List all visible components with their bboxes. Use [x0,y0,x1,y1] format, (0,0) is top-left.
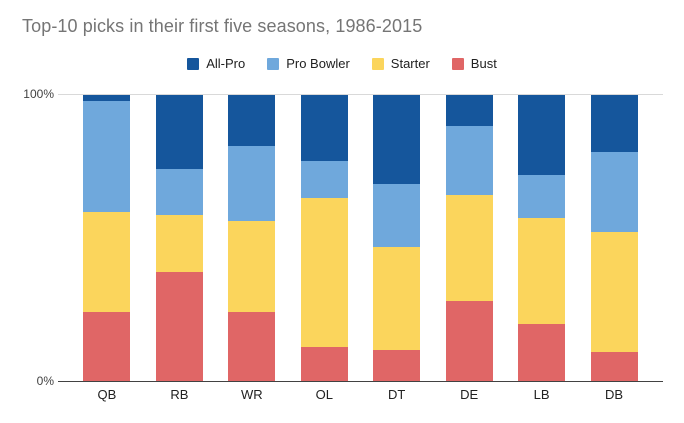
x-axis-label-rb: RB [170,387,189,402]
bar-de [445,95,493,381]
x-axis-label-de: DE [460,387,479,402]
bar-de-segment-bust [445,300,493,381]
bar-dt-segment-starter [373,246,421,350]
legend-label: Pro Bowler [286,56,350,71]
bar-qb-segment-all-pro [83,95,131,101]
legend-swatch-pro-bowler [267,57,280,70]
bar-ol-segment-starter [300,197,348,347]
x-axis-line [58,381,663,382]
bar-db-segment-pro-bowler [590,152,638,233]
bar-de-segment-starter [445,195,493,301]
bar-lb-segment-all-pro [518,95,566,176]
chart-title: Top-10 picks in their first five seasons… [22,16,423,36]
legend-item-bust: Bust [451,56,497,71]
bar-wr [228,95,276,381]
bar-rb-segment-bust [155,272,203,381]
legend-swatch-starter [371,57,384,70]
bar-dt [373,95,421,381]
bar-qb [83,95,131,381]
bar-wr-segment-bust [228,312,276,381]
bar-wr-segment-pro-bowler [228,146,276,221]
bar-db-segment-starter [590,232,638,353]
bar-db [590,95,638,381]
bar-lb-segment-starter [518,217,566,324]
x-axis-label-lb: LB [533,387,550,402]
legend-label: Bust [470,56,497,71]
legend-item-starter: Starter [371,56,430,71]
bar-wr-segment-starter [228,220,276,313]
legend-item-pro-bowler: Pro Bowler [267,56,350,71]
bar-db-segment-bust [590,352,638,381]
bar-dt-segment-bust [373,349,421,381]
bar-lb [518,95,566,381]
gridline-100pct [58,94,663,95]
legend-swatch-all-pro [187,57,200,70]
x-axis-label-ol: OL [315,387,333,402]
bar-db-segment-all-pro [590,95,638,153]
legend-swatch-bust [451,57,464,70]
bar-rb [155,95,203,381]
legend-item-all-pro: All-Pro [187,56,245,71]
legend-label: All-Pro [206,56,246,71]
bar-qb-segment-pro-bowler [83,100,131,213]
bar-ol [300,95,348,381]
bar-wr-segment-all-pro [228,95,276,147]
bar-dt-segment-all-pro [373,95,421,184]
x-axis-label-db: DB [604,387,624,402]
y-axis-label-0: 0% [36,374,54,388]
plot-area [58,95,663,381]
x-axis-label-wr: WR [240,387,263,402]
bar-rb-segment-pro-bowler [155,169,203,216]
x-axis-label-qb: QB [97,387,117,402]
bar-de-segment-pro-bowler [445,126,493,196]
bar-qb-segment-bust [83,312,131,381]
bar-ol-segment-all-pro [300,95,348,161]
bar-ol-segment-bust [300,346,348,381]
bar-ol-segment-pro-bowler [300,160,348,198]
y-axis-label-100: 100% [23,87,54,101]
bar-lb-segment-bust [518,323,566,381]
x-axis-labels: QB RB WR OL DT DE LB DB [58,387,663,402]
bar-lb-segment-pro-bowler [518,175,566,218]
legend-label: Starter [390,56,430,71]
bar-dt-segment-pro-bowler [373,183,421,247]
bar-de-segment-all-pro [445,95,493,127]
bar-rb-segment-all-pro [155,95,203,170]
bar-qb-segment-starter [83,212,131,313]
legend: All-Pro Pro Bowler Starter Bust [0,56,684,71]
bar-rb-segment-starter [155,215,203,273]
x-axis-label-dt: DT [388,387,406,402]
